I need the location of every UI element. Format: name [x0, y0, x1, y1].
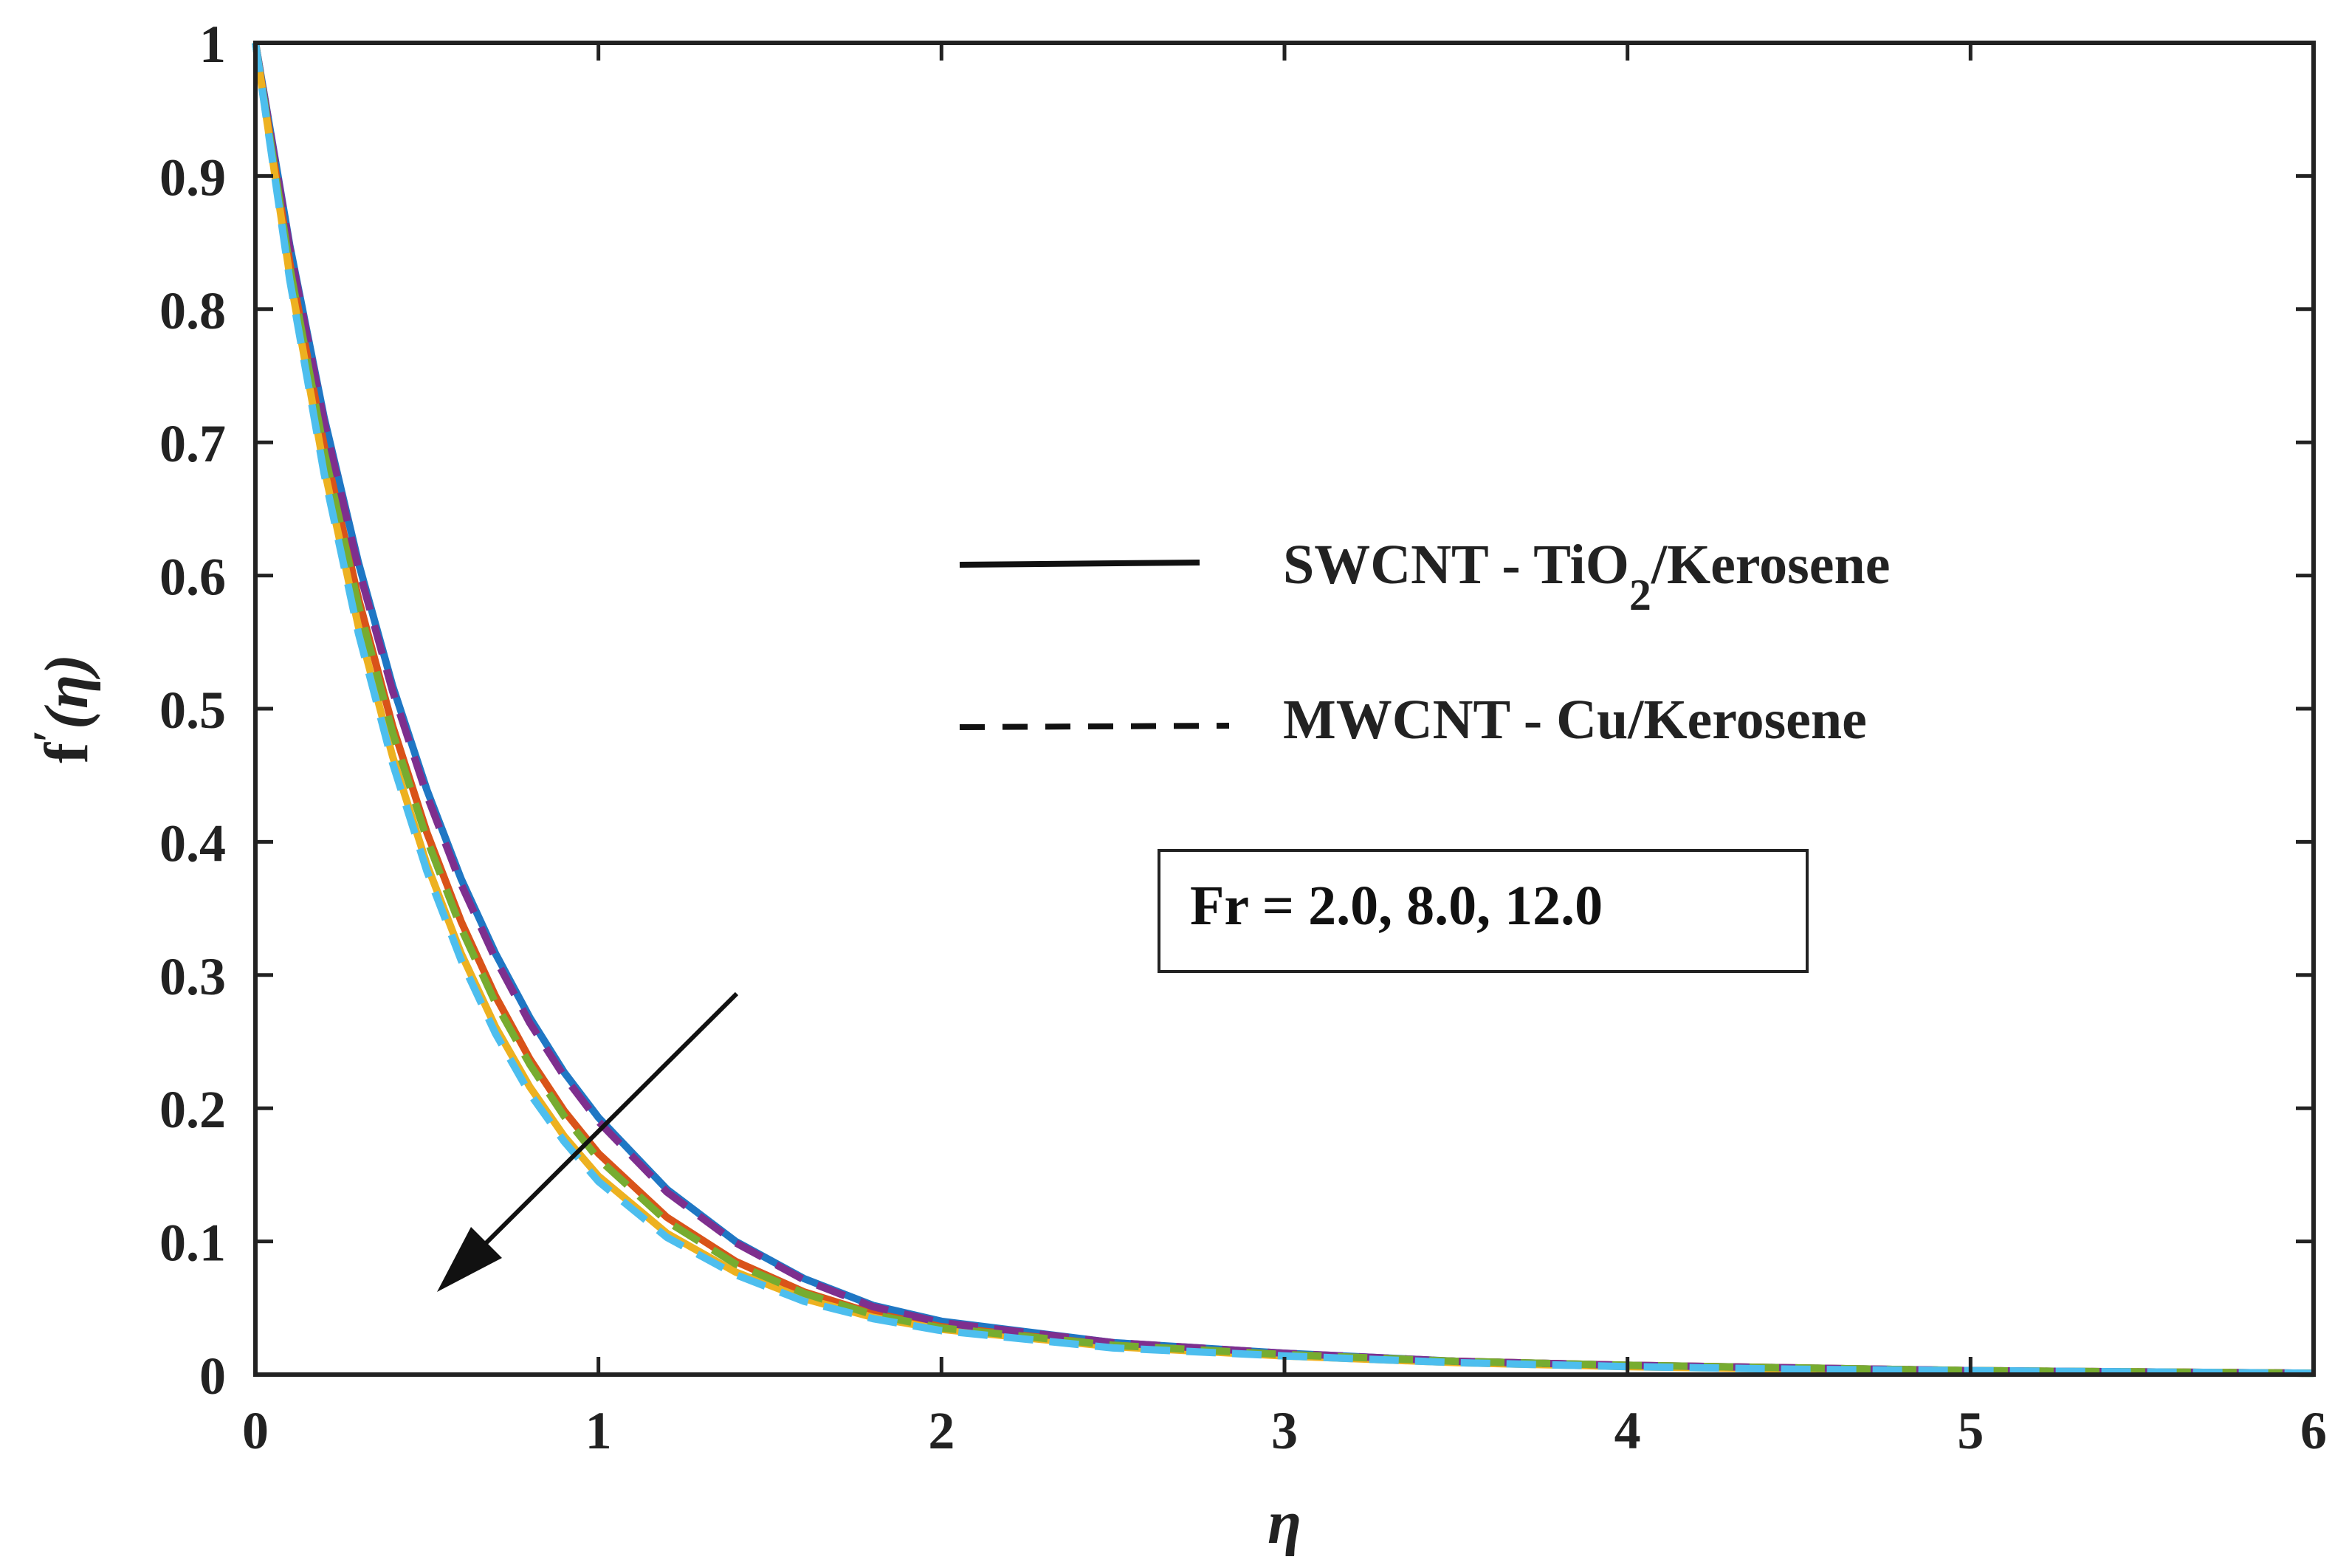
x-tick-label: 2: [928, 1401, 955, 1460]
legend-solid-swatch: [959, 560, 1200, 568]
x-axis-ticks: 0 1 2 3 4 5 6: [242, 43, 2327, 1460]
y-axis-title-arg: (η): [32, 654, 101, 729]
legend-solid-label-sub: 2: [1629, 571, 1651, 619]
y-tick-label: 0.3: [159, 947, 226, 1006]
x-tick-label: 3: [1271, 1401, 1298, 1460]
x-tick-label: 5: [1957, 1401, 1984, 1460]
x-tick-label: 0: [242, 1401, 269, 1460]
arrow-shaft: [458, 991, 739, 1270]
legend-dashed-label: MWCNT - Cu/Kerosene: [1283, 689, 1867, 751]
y-axis-title-prefix: f: [32, 742, 101, 763]
legend-solid-label: SWCNT - TiO2/Kerosene: [1283, 534, 1890, 619]
y-tick-label: 0.4: [159, 814, 226, 873]
y-tick-label: 0.7: [159, 414, 226, 473]
annotation-text: Fr = 2.0, 8.0, 12.0: [1190, 875, 1603, 937]
series-layer: [252, 42, 2314, 1378]
legend-solid-label-main: SWCNT - TiO: [1283, 534, 1629, 596]
y-tick-label: 0.5: [159, 681, 226, 740]
y-tick-label: 0.1: [159, 1214, 226, 1273]
legend-dashed-swatch: [959, 723, 1230, 730]
x-axis-title: η: [1268, 1488, 1301, 1557]
y-axis-title-prime: ′: [23, 729, 75, 743]
y-tick-label: 0.2: [159, 1080, 226, 1139]
y-tick-label: 0: [199, 1347, 226, 1406]
y-tick-label: 1: [199, 15, 226, 74]
trend-arrow: [437, 991, 739, 1292]
annotation-box: [1158, 849, 1809, 973]
parameter-annotation: Fr = 2.0, 8.0, 12.0: [1158, 849, 1809, 973]
x-tick-label: 4: [1614, 1401, 1641, 1460]
y-tick-label: 0.9: [159, 148, 226, 207]
x-tick-label: 6: [2300, 1401, 2327, 1460]
y-axis-ticks: 0 0.1 0.2 0.3 0.4 0.5 0.6 0.7 0.8 0.9 1: [159, 15, 2314, 1406]
series-line-6: [252, 42, 2314, 1378]
y-axis-title: f′(η): [23, 654, 101, 763]
y-tick-label: 0.8: [159, 281, 226, 340]
legend-solid-label-tail: /Kerosene: [1651, 534, 1891, 596]
arrow-head: [437, 1227, 502, 1292]
x-tick-label: 1: [585, 1401, 612, 1460]
legend: SWCNT - TiO2/Kerosene MWCNT - Cu/Kerosen…: [959, 534, 1890, 751]
y-tick-label: 0.6: [159, 548, 226, 607]
